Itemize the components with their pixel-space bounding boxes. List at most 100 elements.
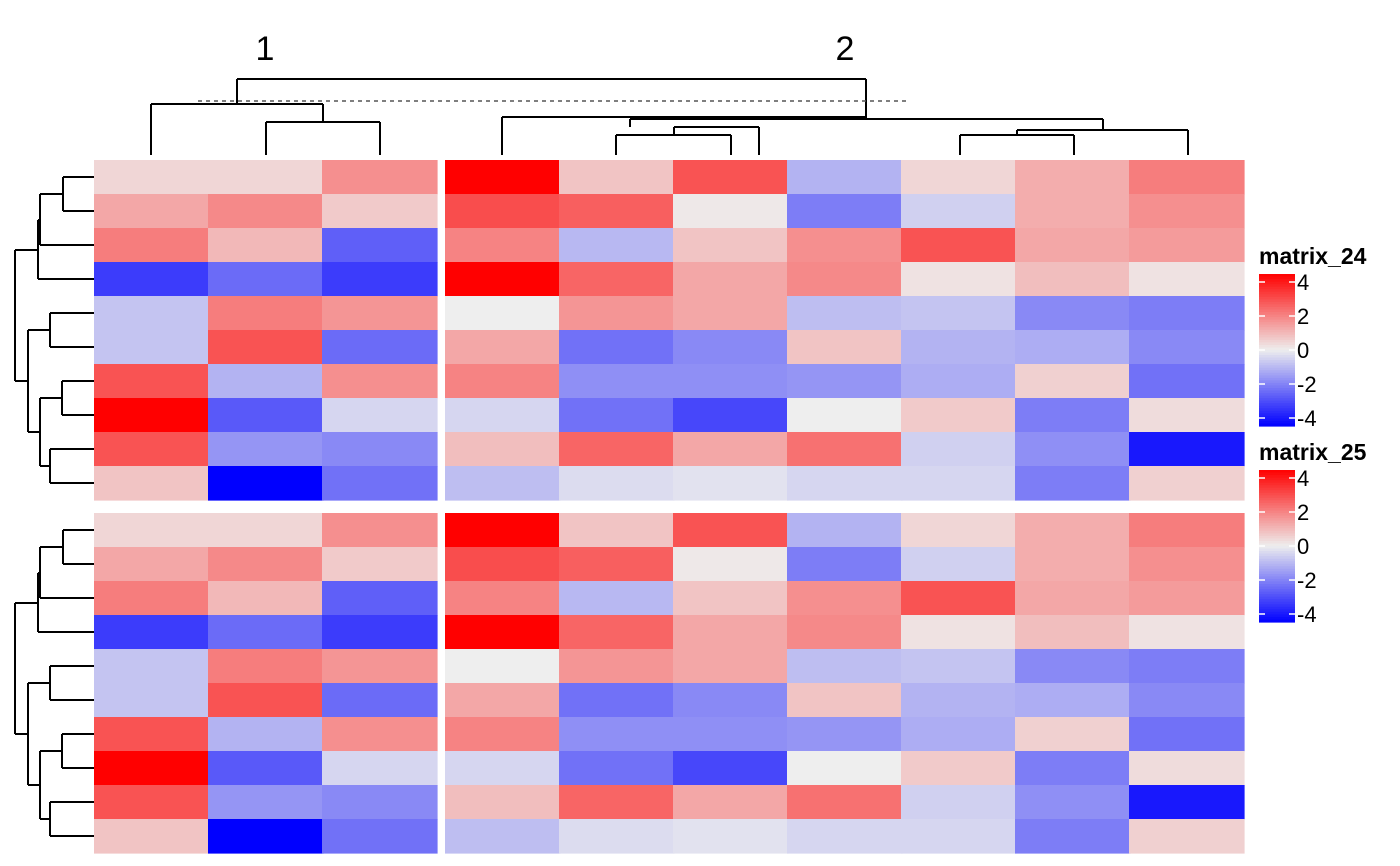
heatmap-cell <box>445 330 561 365</box>
heatmap-cell <box>673 547 789 582</box>
legend-gradient-step <box>1259 357 1295 361</box>
heatmap-cell <box>445 364 561 399</box>
legend-gradient-step <box>1259 342 1295 346</box>
legend-gradient-step <box>1259 360 1295 364</box>
heatmap-cell <box>322 615 438 650</box>
row-dendrogram-branch <box>39 546 94 599</box>
heatmap-cell <box>208 513 324 548</box>
legend-gradient-step <box>1259 609 1295 613</box>
heatmap-cell <box>901 547 1017 582</box>
heatmap-cell <box>559 364 675 399</box>
heatmap-cell <box>901 296 1017 331</box>
legend-gradient-step <box>1259 418 1295 422</box>
heatmap-cell <box>322 398 438 433</box>
heatmap-cell <box>322 194 438 229</box>
legend-gradient-step <box>1259 286 1295 290</box>
heatmap-cell <box>208 785 324 820</box>
heatmap-cell <box>673 649 789 684</box>
heatmap-cell <box>445 262 561 297</box>
legend-gradient-step <box>1259 553 1295 557</box>
legend-tick-label: -2 <box>1297 372 1317 397</box>
legend-gradient-step <box>1259 520 1295 524</box>
legend-gradient-step <box>1259 388 1295 392</box>
legend-gradient-step <box>1259 495 1295 499</box>
heatmap-cell <box>94 262 210 297</box>
heatmap-cell <box>787 513 903 548</box>
heatmap-matrix_25 <box>94 513 1245 854</box>
heatmap-cell <box>673 513 789 548</box>
legend-tick-label: 2 <box>1297 500 1309 525</box>
legend-gradient-step <box>1259 306 1295 311</box>
heatmap-cell <box>1015 296 1131 331</box>
heatmap-cell <box>673 683 789 718</box>
legend-tick-label: 0 <box>1297 338 1309 363</box>
heatmap-cell <box>94 228 210 263</box>
legend-gradient-step <box>1259 390 1295 394</box>
heatmap-cell <box>787 547 903 582</box>
heatmap-cell <box>1015 330 1131 365</box>
heatmap-cell <box>208 398 324 433</box>
heatmap-cell <box>1015 717 1131 752</box>
heatmap-cell <box>1015 466 1131 501</box>
legend-tick-label: -4 <box>1297 406 1317 431</box>
heatmap-cell <box>901 398 1017 433</box>
heatmap-cell <box>322 819 438 854</box>
heatmap-cell <box>1129 819 1245 854</box>
heatmap-cell <box>1129 683 1245 718</box>
legend-gradient-step <box>1259 619 1295 623</box>
heatmap-cell <box>322 717 438 752</box>
legend-gradient-step <box>1259 398 1295 402</box>
heatmap-cell <box>787 683 903 718</box>
heatmap-cell <box>208 160 324 195</box>
heatmap-cell <box>901 194 1017 229</box>
heatmap-cell <box>322 649 438 684</box>
heatmap-cell <box>1129 649 1245 684</box>
heatmap-cell <box>445 466 561 501</box>
legend-matrix_25: matrix_254 2 0 -2 -4 <box>1259 439 1367 627</box>
heatmap-cell <box>901 466 1017 501</box>
heatmap-cell <box>673 160 789 195</box>
heatmap-cell <box>559 785 675 820</box>
heatmap-cell <box>445 513 561 548</box>
heatmap-cell <box>94 398 210 433</box>
heatmap-cell <box>1129 466 1245 501</box>
heatmap-cell <box>322 547 438 582</box>
heatmap-cell <box>1015 262 1131 297</box>
heatmap-cell <box>445 160 561 195</box>
legend-gradient-step <box>1259 530 1295 534</box>
legend-gradient-step <box>1259 614 1295 618</box>
row-dendrogram-branch <box>49 801 94 837</box>
heatmap-cell <box>208 751 324 786</box>
heatmap-cell <box>901 330 1017 365</box>
heatmap-cell <box>208 364 324 399</box>
heatmap-cell <box>673 398 789 433</box>
legend-gradient-step <box>1259 611 1295 615</box>
heatmap-cell <box>1129 228 1245 263</box>
heatmap-cell <box>445 649 561 684</box>
legend-gradient-step <box>1259 591 1295 595</box>
heatmap-cell <box>787 819 903 854</box>
heatmap-cell <box>445 398 561 433</box>
legend-gradient-step <box>1259 400 1295 404</box>
heatmap-cell <box>322 751 438 786</box>
heatmap-cell <box>1129 615 1245 650</box>
heatmap-cell <box>445 228 561 263</box>
legend-gradient-step <box>1259 355 1295 359</box>
heatmap-cell <box>901 751 1017 786</box>
legend-tick-label: 0 <box>1297 534 1309 559</box>
heatmap-matrix_24 <box>94 160 1245 501</box>
row-dendrogram-branch <box>49 448 94 484</box>
legend-gradient-step <box>1259 482 1295 486</box>
heatmap-cell <box>445 432 561 467</box>
heatmap-cell <box>322 330 438 365</box>
heatmap-cell <box>1129 785 1245 820</box>
legend-tick-label: 4 <box>1297 270 1309 295</box>
legend-gradient-step <box>1259 317 1295 321</box>
column-dendrogram <box>150 78 1189 155</box>
heatmap-cell <box>787 717 903 752</box>
legend-gradient-step <box>1259 294 1295 298</box>
legend-gradient-step <box>1259 350 1295 354</box>
legend-gradient-step <box>1259 594 1295 598</box>
heatmap-cell <box>673 330 789 365</box>
